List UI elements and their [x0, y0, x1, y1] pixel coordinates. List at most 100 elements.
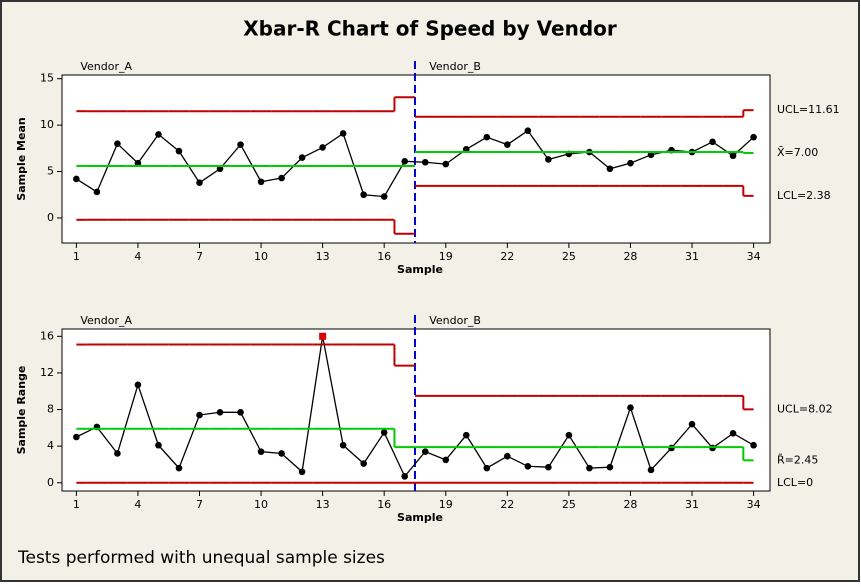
data-point — [339, 130, 347, 137]
data-point — [380, 429, 388, 436]
x-tick-label: 25 — [562, 498, 576, 511]
data-point — [155, 441, 162, 449]
limit-label: X̄=7.00 — [777, 146, 818, 159]
stage-label: Vendor_A — [80, 60, 132, 73]
data-point — [134, 381, 142, 389]
y-tick-label: 8 — [47, 403, 54, 416]
data-point — [442, 160, 450, 168]
data-point — [73, 175, 80, 183]
data-point — [114, 450, 121, 457]
data-point — [278, 174, 285, 182]
stage-label: Vendor_B — [429, 314, 481, 327]
x-tick-label: 1 — [73, 498, 80, 511]
data-point — [606, 463, 614, 471]
x-axis-label: Sample — [397, 263, 443, 276]
x-tick-label: 7 — [196, 250, 203, 263]
x-tick-label: 22 — [500, 250, 514, 263]
data-point — [504, 141, 511, 148]
x-tick-label: 7 — [196, 498, 203, 511]
x-tick-label: 31 — [685, 250, 699, 263]
plot-area — [61, 328, 771, 492]
y-tick-label: 16 — [40, 329, 54, 342]
data-point — [545, 463, 552, 471]
data-point — [483, 464, 491, 472]
y-axis-label: Sample Range — [15, 366, 28, 455]
data-point — [688, 420, 696, 428]
limit-label: LCL=2.38 — [777, 189, 831, 202]
data-point — [524, 462, 532, 470]
data-point — [462, 431, 470, 439]
plot-area — [61, 74, 771, 244]
data-point — [421, 448, 429, 455]
data-point — [421, 158, 429, 166]
data-point — [196, 411, 203, 419]
x-tick-label: 28 — [623, 250, 637, 263]
data-point — [750, 441, 757, 449]
data-point — [175, 464, 183, 472]
y-axis-label: Sample Mean — [15, 117, 28, 200]
x-tick-label: 34 — [747, 250, 761, 263]
data-point — [237, 141, 244, 148]
x-tick-label: 16 — [377, 250, 391, 263]
data-point — [729, 430, 737, 437]
data-point — [647, 151, 655, 159]
x-tick-label: 28 — [623, 498, 637, 511]
data-point — [237, 408, 244, 416]
data-point — [360, 460, 367, 467]
y-tick-label: 10 — [40, 118, 54, 131]
data-point — [73, 433, 80, 441]
data-point — [257, 178, 265, 186]
data-point — [483, 133, 491, 141]
data-point — [401, 473, 409, 480]
data-point — [545, 156, 552, 163]
y-tick-label: 12 — [40, 366, 54, 379]
flagged-point — [319, 332, 327, 340]
data-point — [114, 140, 121, 147]
x-tick-label: 10 — [254, 250, 268, 263]
data-point — [93, 188, 101, 196]
stage-label: Vendor_B — [429, 60, 481, 73]
data-point — [155, 131, 162, 138]
data-point — [216, 408, 224, 416]
limit-label: UCL=8.02 — [777, 402, 833, 415]
chart-title: Xbar-R Chart of Speed by Vendor — [243, 17, 617, 41]
data-point — [565, 431, 573, 439]
x-tick-label: 4 — [134, 250, 141, 263]
data-point — [257, 448, 265, 455]
x-tick-label: 13 — [316, 250, 330, 263]
limit-label: R̄=2.45 — [777, 453, 818, 466]
data-line — [76, 336, 754, 478]
data-point — [298, 468, 306, 476]
x-tick-label: 19 — [439, 498, 453, 511]
data-point — [442, 456, 450, 464]
x-tick-label: 10 — [254, 498, 268, 511]
x-tick-label: 25 — [562, 250, 576, 263]
data-point — [298, 154, 306, 161]
y-tick-label: 0 — [47, 211, 54, 224]
data-point — [401, 158, 409, 165]
footnote: Tests performed with unequal sample size… — [17, 548, 385, 568]
data-point — [627, 159, 634, 167]
x-tick-label: 19 — [439, 250, 453, 263]
data-point — [175, 147, 183, 155]
data-point — [319, 144, 326, 151]
x-tick-label: 16 — [377, 498, 391, 511]
x-tick-label: 13 — [316, 498, 330, 511]
x-tick-label: 22 — [500, 498, 514, 511]
data-point — [462, 145, 470, 153]
data-point — [647, 466, 655, 474]
y-tick-label: 15 — [40, 72, 54, 85]
x-axis-label: Sample — [397, 511, 443, 524]
data-point — [750, 133, 757, 141]
limit-label: UCL=11.61 — [777, 103, 840, 116]
x-tick-label: 1 — [73, 250, 80, 263]
data-point — [380, 193, 388, 200]
data-point — [606, 165, 614, 173]
data-point — [709, 138, 716, 146]
x-tick-label: 4 — [134, 498, 141, 511]
x-tick-label: 34 — [747, 498, 761, 511]
y-tick-label: 4 — [47, 439, 54, 452]
data-point — [524, 127, 532, 134]
y-tick-label: 5 — [47, 165, 54, 178]
data-point — [586, 464, 593, 472]
